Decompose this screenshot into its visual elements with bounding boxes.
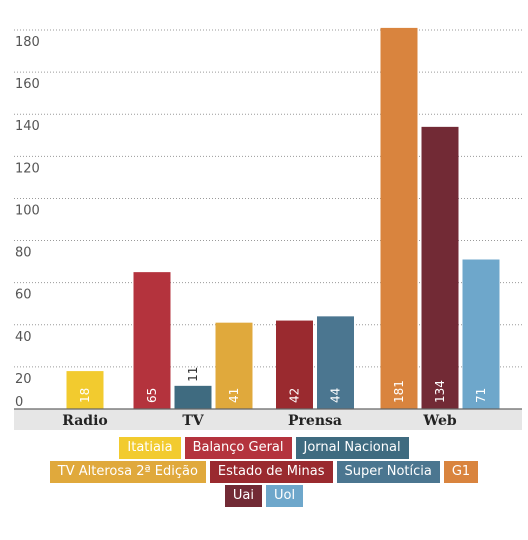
legend-row-3: Uai Uol — [0, 485, 528, 507]
y-tick-label: 160 — [15, 77, 40, 92]
legend-row-1: Itatiaia Balanço Geral Jornal Nacional — [0, 437, 528, 459]
y-tick-label: 180 — [15, 35, 40, 50]
data-label: 42 — [288, 388, 302, 403]
bar-estado-de-minas — [276, 320, 313, 409]
y-tick-label: 120 — [15, 161, 40, 176]
bar-jornal-nacional — [174, 385, 212, 409]
bar-uai — [421, 126, 459, 409]
bar-balan-o-geral — [133, 272, 171, 409]
legend: Itatiaia Balanço Geral Jornal Nacional T… — [0, 437, 528, 537]
data-label: 71 — [474, 388, 488, 403]
legend-row-2: TV Alterosa 2ª Edição Estado de Minas Su… — [0, 461, 528, 483]
data-label: 41 — [227, 388, 241, 403]
bar-itatiaia — [66, 371, 104, 409]
data-label: 11 — [186, 367, 200, 382]
legend-item-jornal-nacional: Jornal Nacional — [295, 437, 409, 459]
y-tick-label: 40 — [15, 330, 32, 345]
legend-item-uol: Uol — [266, 485, 304, 507]
legend-item-itatiaia: Itatiaia — [119, 437, 181, 459]
legend-item-g1: G1 — [443, 461, 479, 483]
data-label: 134 — [433, 380, 447, 403]
y-tick-label: 0 — [15, 395, 23, 410]
bar-chart: 0 20 40 60 80 100 120 140 160 180 18 65 11 41 42 44 181 1… — [14, 27, 522, 430]
data-label: 44 — [329, 388, 343, 403]
bar-g1 — [380, 27, 418, 410]
legend-item-uai: Uai — [224, 485, 262, 507]
y-tick-label: 100 — [15, 203, 40, 218]
data-label: 65 — [145, 388, 159, 403]
legend-item-super-noticia: Super Notícia — [336, 461, 440, 483]
bar-tv-alterosa-2-edi-o — [215, 322, 253, 409]
bar-super-not-cia — [317, 316, 354, 409]
y-tick-label: 60 — [15, 288, 32, 303]
y-tick-label: 140 — [15, 119, 40, 134]
x-category-label: Web — [422, 413, 456, 429]
legend-item-tv-alterosa: TV Alterosa 2ª Edição — [49, 461, 206, 483]
data-label: 18 — [78, 388, 92, 403]
legend-item-estado-de-minas: Estado de Minas — [209, 461, 333, 483]
data-label: 181 — [392, 380, 406, 403]
x-category-label: Radio — [62, 413, 107, 429]
x-category-label: Prensa — [288, 413, 342, 429]
y-tick-label: 20 — [15, 372, 32, 387]
x-axis-band — [14, 409, 522, 430]
x-category-label: TV — [182, 413, 204, 429]
bar-uol — [462, 259, 500, 409]
legend-item-balanco-geral: Balanço Geral — [184, 437, 292, 459]
y-tick-label: 80 — [15, 246, 32, 261]
